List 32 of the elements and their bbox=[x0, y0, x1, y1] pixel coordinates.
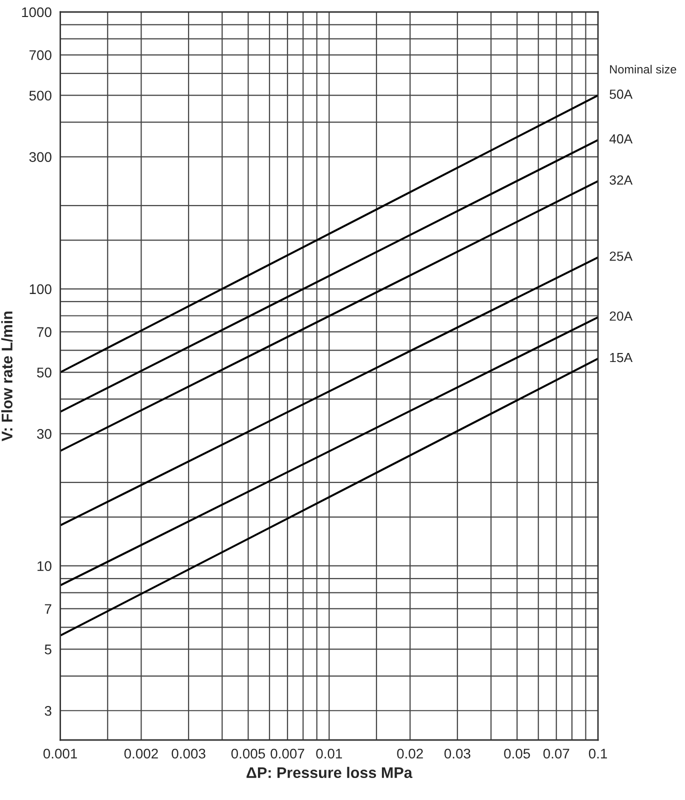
legend-title: Nominal size bbox=[610, 64, 676, 74]
x-tick-label: 0.02 bbox=[397, 748, 423, 759]
x-tick-label: 0.003 bbox=[172, 748, 206, 759]
x-tick-label: 0.005 bbox=[231, 748, 266, 759]
x-tick-label: 0.07 bbox=[543, 748, 570, 759]
series-label: 40A bbox=[609, 134, 633, 144]
y-tick-label: 300 bbox=[29, 152, 52, 162]
y-axis-title: V: Flow rate L/min bbox=[1, 312, 13, 442]
x-tick-label: 0.002 bbox=[124, 748, 158, 759]
series-label: 20A bbox=[610, 311, 633, 321]
y-tick-label: 700 bbox=[29, 50, 52, 60]
y-tick-label: 50 bbox=[37, 368, 52, 378]
series-label: 50A bbox=[610, 90, 633, 99]
y-tick-label: 30 bbox=[37, 429, 52, 439]
x-tick-label: 0.05 bbox=[504, 748, 530, 759]
y-tick-label: 5 bbox=[44, 644, 52, 654]
x-tick-label: 0.03 bbox=[444, 748, 470, 759]
y-tick-label: 7 bbox=[44, 604, 52, 614]
x-tick-label: 0.007 bbox=[270, 748, 304, 759]
y-tick-label: 3 bbox=[44, 706, 52, 716]
y-tick-label: 10 bbox=[38, 561, 52, 572]
y-tick-label: 100 bbox=[30, 284, 52, 294]
x-axis-title: ΔP: Pressure loss MPa bbox=[246, 766, 412, 778]
x-tick-label: 0.1 bbox=[588, 748, 607, 759]
series-label: 32A bbox=[610, 175, 633, 185]
series-label: 15A bbox=[610, 352, 633, 362]
y-tick-label: 1000 bbox=[22, 7, 52, 18]
y-tick-label: 500 bbox=[29, 90, 52, 101]
x-tick-label: 0.01 bbox=[316, 748, 342, 759]
y-tick-label: 70 bbox=[37, 327, 52, 337]
x-tick-label: 0.001 bbox=[43, 748, 77, 759]
series-label: 25A bbox=[610, 252, 633, 261]
